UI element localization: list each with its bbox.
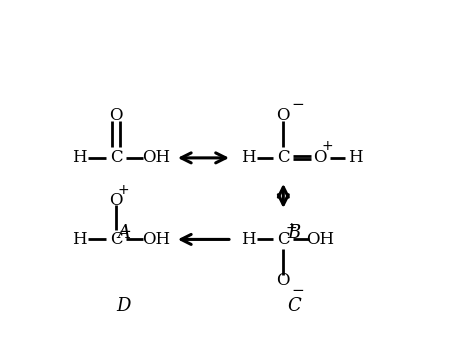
Text: −: −: [291, 97, 304, 112]
Text: B: B: [288, 224, 301, 241]
Text: O: O: [313, 149, 327, 166]
Text: H: H: [347, 149, 362, 166]
Text: −: −: [291, 283, 304, 298]
Text: H: H: [241, 149, 256, 166]
Text: C: C: [110, 149, 122, 166]
Text: +: +: [286, 221, 297, 235]
Text: C: C: [277, 231, 290, 248]
Text: +: +: [118, 183, 129, 197]
Text: C: C: [110, 231, 122, 248]
Text: H: H: [72, 231, 87, 248]
Text: C: C: [277, 149, 290, 166]
Text: OH: OH: [306, 231, 334, 248]
Text: OH: OH: [143, 149, 171, 166]
Text: O: O: [277, 107, 290, 124]
Text: H: H: [72, 149, 87, 166]
Text: D: D: [116, 297, 131, 315]
Text: +: +: [321, 139, 333, 152]
Text: −: −: [118, 224, 131, 239]
Text: A: A: [117, 224, 130, 241]
Text: OH: OH: [143, 231, 171, 248]
Text: C: C: [287, 297, 301, 315]
Text: H: H: [241, 231, 256, 248]
Text: O: O: [277, 272, 290, 289]
Text: O: O: [109, 107, 123, 124]
Text: O: O: [109, 192, 123, 209]
